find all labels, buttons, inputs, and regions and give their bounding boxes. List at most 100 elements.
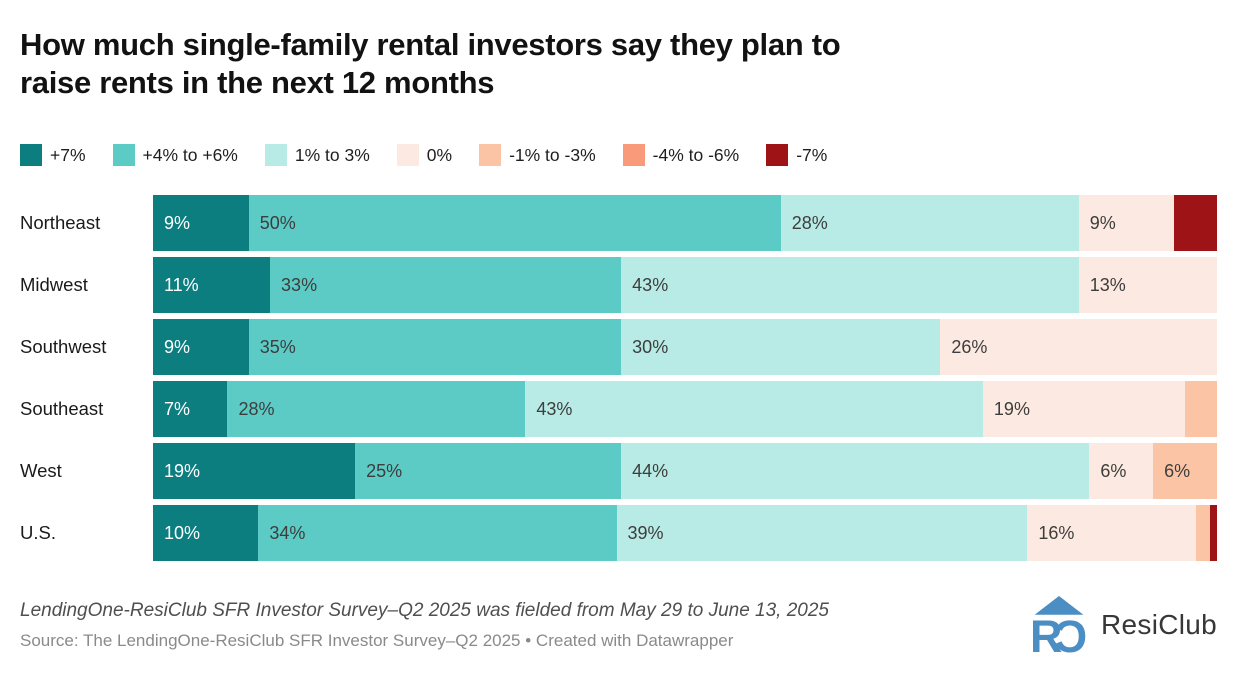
stacked-bar: 9% 50% 28% 9% [153,195,1218,251]
bar-segment: 34% [258,505,617,561]
svg-text:C: C [1055,611,1088,655]
legend-label: +4% to +6% [142,144,238,165]
bar-segment-label: 43% [536,398,573,419]
bar-segment: 7% [153,381,228,437]
bar-segment: 28% [227,381,526,437]
bar-segment-label: 19% [993,398,1030,419]
legend: +7% +4% to +6% 1% to 3% 0% -1% to -3% -4% to … [20,144,1217,166]
bar-segment-label: 19% [164,460,201,481]
footer-text-block: LendingOne-ResiClub SFR Investor Survey–… [20,600,829,651]
bar-segment-label: 34% [269,522,306,543]
chart-rows: Northeast 9% 50% 28% 9% Midwest 11% 33% 43% 13% So… [20,195,1218,561]
bar-segment-label: 25% [366,460,403,481]
bar-segment: 25% [355,443,622,499]
legend-label: -7% [796,144,828,165]
bar-segment: 13% [1078,257,1217,313]
legend-label: +7% [50,144,86,165]
legend-item: 1% to 3% [264,144,370,166]
stacked-bar: 10% 34% 39% 16% [153,505,1217,561]
legend-label: -1% to -3% [509,144,596,165]
bar-segment: 44% [621,443,1090,499]
bar-segment-label: 9% [164,212,191,233]
bar-segment: 10% [153,505,259,561]
region-label: Midwest [20,274,88,295]
bar-segment: 43% [525,381,983,437]
bar-segment-label: 39% [627,522,664,543]
footer-source: Source: The LendingOne-ResiClub SFR Inve… [20,631,829,651]
bar-segment: 6% [1089,443,1154,499]
bar-segment-label: 6% [1100,460,1127,481]
legend-item: -7% [766,144,827,166]
bar-segment: 28% [780,195,1079,251]
chart-title: How much single-family rental investors … [20,26,1217,102]
bar-segment: 16% [1027,505,1196,561]
bar-segment: 6% [1153,443,1217,499]
bar-segment-label: 7% [164,398,191,419]
bar-segment: 43% [621,257,1079,313]
bar-segment-label: 10% [164,522,201,543]
chart-row: Southwest 9% 35% 30% 26% [20,319,1218,375]
bar-segment: 39% [616,505,1028,561]
bar-segment-label: 26% [951,336,988,357]
chart-title-line1: How much single-family rental investors … [20,27,841,62]
bar-segment: 11% [153,257,271,313]
legend-swatch [264,144,287,166]
legend-item: -4% to -6% [622,144,740,166]
bar-segment-label: 33% [281,274,318,295]
region-label: Southeast [20,398,104,419]
bar-segment [1185,381,1217,437]
chart-row: Northeast 9% 50% 28% 9% [20,195,1218,251]
bar-segment: 30% [621,319,941,375]
region-label: Southwest [20,336,107,357]
bar-segment-label: 16% [1038,522,1075,543]
bar-segment: 35% [248,319,622,375]
bar-segment: 9% [1078,195,1175,251]
legend-item: -1% to -3% [479,144,596,166]
chart-row: West 19% 25% 44% 6% 6% [20,443,1217,499]
legend-item: +7% [20,144,86,166]
source-text: Source: The LendingOne-ResiClub SFR Inve… [20,630,536,650]
bar-segment [1209,505,1217,561]
bar-segment-label: 28% [238,398,275,419]
chart-row: Midwest 11% 33% 43% 13% [20,257,1217,313]
bar-segment [1195,505,1210,561]
bar-segment-label: 30% [632,336,669,357]
bar-segment: 19% [153,443,356,499]
stacked-bar: 9% 35% 30% 26% [153,319,1218,375]
bar-segment-label: 6% [1164,460,1191,481]
bar-segment: 19% [982,381,1186,437]
bar-segment-label: 9% [1089,212,1116,233]
bar-segment-label: 28% [791,212,828,233]
legend-swatch [20,144,42,166]
datawrapper-link[interactable]: Created with Datawrapper [535,630,734,650]
bar-segment: 26% [940,319,1218,375]
chart-title-line2: raise rents in the next 12 months [20,65,495,100]
bar-segment [1174,195,1218,251]
bar-segment: 9% [153,195,249,251]
bar-segment: 33% [270,257,622,313]
legend-label: 1% to 3% [294,144,370,165]
region-label: U.S. [20,522,56,543]
legend-swatch [622,144,645,166]
footer: LendingOne-ResiClub SFR Investor Survey–… [20,595,1217,655]
chart-row: U.S. 10% 34% 39% 16% [20,505,1217,561]
stacked-bar: 19% 25% 44% 6% 6% [153,443,1217,499]
resiclub-logo-icon: R C [1029,595,1089,655]
legend-swatch [112,144,135,166]
bar-segment-label: 43% [632,274,669,295]
legend-label: -4% to -6% [652,144,740,165]
legend-swatch [766,144,789,166]
bar-segment-label: 50% [259,212,296,233]
legend-item: 0% [396,144,453,166]
legend-label: 0% [426,144,453,165]
bar-segment-label: 11% [164,274,199,295]
bar-segment: 9% [153,319,249,375]
bar-segment-label: 35% [259,336,296,357]
footer-note: LendingOne-ResiClub SFR Investor Survey–… [20,599,830,621]
stacked-bar: 7% 28% 43% 19% [153,381,1217,437]
bar-segment: 50% [248,195,781,251]
resiclub-logo[interactable]: R C ResiClub [1029,595,1217,655]
legend-item: +4% to +6% [112,144,238,166]
stacked-bar: 11% 33% 43% 13% [153,257,1217,313]
